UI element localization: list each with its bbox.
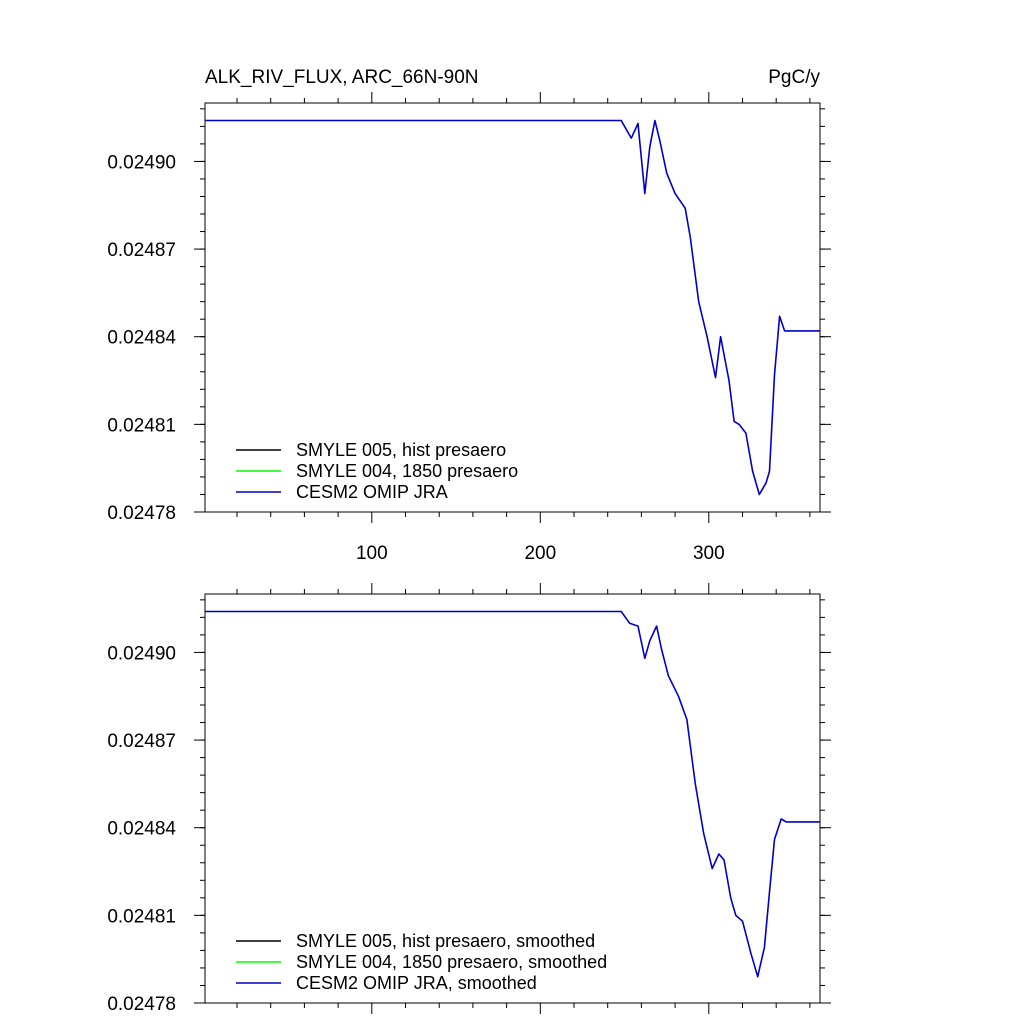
plot-frame xyxy=(204,593,821,1004)
plot-frame xyxy=(204,102,821,513)
bottom-panel: 0.02478 0.02481 0.02484 0.02487 0.02490 SMYLE… xyxy=(107,583,831,1015)
series-line-2 xyxy=(205,119,820,496)
series-line-2 xyxy=(205,610,820,978)
legend-label-2: CESM2 OMIP JRA xyxy=(296,482,448,502)
y-tick-label: 0.02478 xyxy=(107,994,176,1015)
legend-label-0: SMYLE 005, hist presaero xyxy=(296,440,506,460)
legend-label-1: SMYLE 004, 1850 presaero, smoothed xyxy=(296,952,607,972)
y-tick-label: 0.02484 xyxy=(107,819,176,840)
y-tick-label: 0.02487 xyxy=(107,240,176,261)
x-tick-label: 300 xyxy=(693,543,725,564)
legend-label-2: CESM2 OMIP JRA, smoothed xyxy=(296,973,537,993)
y-tick-label: 0.02490 xyxy=(107,152,176,173)
x-tick-label: 100 xyxy=(356,543,388,564)
y-tick-label: 0.02490 xyxy=(107,643,176,664)
y-tick-label: 0.02487 xyxy=(107,731,176,752)
chart-title: ALK_RIV_FLUX, ARC_66N-90N xyxy=(205,67,479,88)
x-tick-label: 200 xyxy=(524,543,556,564)
y-tick-label: 0.02481 xyxy=(107,906,176,927)
units-label: PgC/y xyxy=(768,67,820,88)
y-tick-label: 0.02478 xyxy=(107,503,176,524)
y-tick-label: 0.02484 xyxy=(107,328,176,349)
y-tick-label: 0.02481 xyxy=(107,415,176,436)
top-panel: 0.02478 0.02481 0.02484 0.02487 0.02490 100 20… xyxy=(107,92,831,564)
legend-label-0: SMYLE 005, hist presaero, smoothed xyxy=(296,931,595,951)
legend-label-1: SMYLE 004, 1850 presaero xyxy=(296,461,518,481)
